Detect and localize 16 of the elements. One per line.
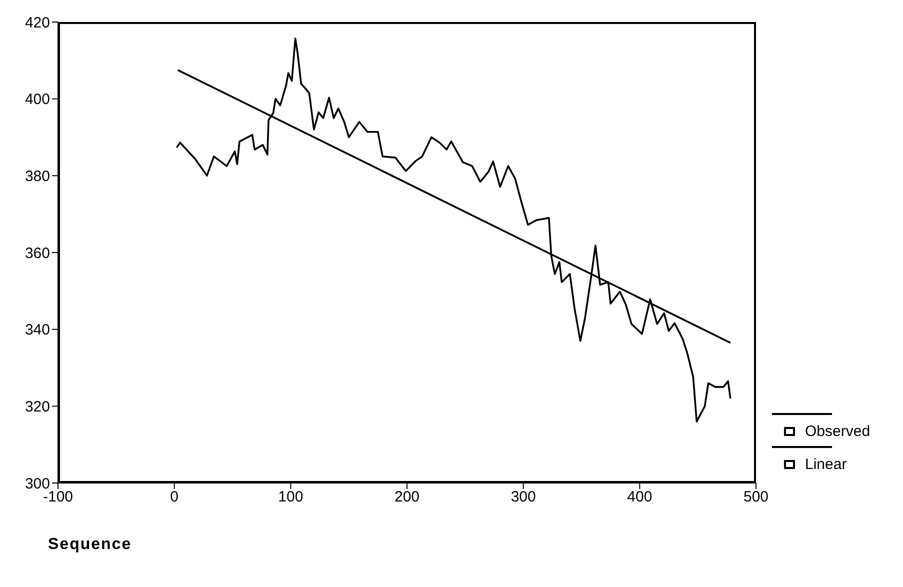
x-tick-label: 300 bbox=[510, 488, 536, 506]
y-tick-label: 400 bbox=[24, 91, 50, 108]
x-tick-label: 400 bbox=[627, 488, 652, 506]
line-series bbox=[176, 38, 732, 422]
y-tick-label: 340 bbox=[24, 322, 50, 339]
x-axis-title: Sequence bbox=[48, 536, 132, 554]
y-tick-label: 360 bbox=[24, 244, 50, 262]
y-tick-label: 380 bbox=[24, 168, 50, 185]
y-tick-label: 420 bbox=[24, 14, 50, 32]
legend-label: Observed bbox=[805, 423, 870, 440]
x-tick-label: 0 bbox=[170, 488, 179, 506]
x-tick-label: 200 bbox=[394, 488, 420, 506]
x-tick-label: 100 bbox=[278, 488, 304, 506]
x-tick-label: 500 bbox=[743, 488, 769, 506]
legend-label: Linear bbox=[805, 456, 847, 473]
y-tick-label: 320 bbox=[24, 398, 50, 416]
